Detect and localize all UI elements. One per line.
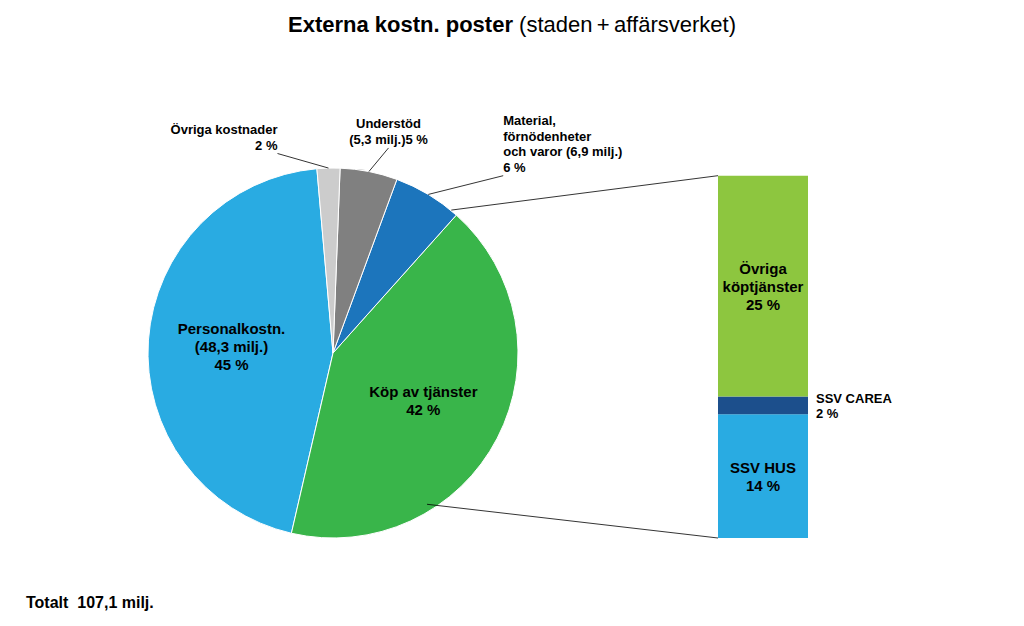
svg-text:Understöd(5,3 milj.)5 %: Understöd(5,3 milj.)5 % <box>349 116 428 147</box>
html-text:Totalt 107,1 milj.: Totalt 107,1 milj. <box>26 594 154 611</box>
svg-text:Personalkostn.(48,3 milj.)45 %: Personalkostn.(48,3 milj.)45 % <box>178 319 286 372</box>
html-text:Externa kostn. poster (staden: Externa kostn. poster (staden + affärsve… <box>288 12 736 37</box>
svg-text:SSV CAREA2 %: SSV CAREA2 % <box>816 390 892 421</box>
svg-text:Övrigaköptjänster25 %: Övrigaköptjänster25 % <box>723 260 804 313</box>
svg-text:Material,förnödenheteroch varo: Material,förnödenheteroch varor (6,9 mil… <box>503 113 622 175</box>
svg-text:Köp av tjänster42 %: Köp av tjänster42 % <box>369 382 478 417</box>
svg-text:SSV HUS14 %: SSV HUS14 % <box>730 459 796 494</box>
svg-text:Övriga kostnader2 %: Övriga kostnader2 % <box>171 122 278 153</box>
